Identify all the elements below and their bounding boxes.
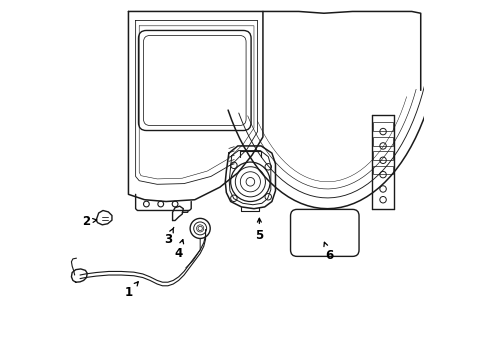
Bar <box>373 137 393 145</box>
Text: 4: 4 <box>174 240 184 260</box>
Text: 1: 1 <box>124 282 138 300</box>
Text: 3: 3 <box>164 228 174 246</box>
Text: 2: 2 <box>82 215 97 228</box>
Text: 6: 6 <box>324 242 333 262</box>
Bar <box>373 122 393 131</box>
Bar <box>373 151 393 160</box>
Text: 5: 5 <box>255 218 264 242</box>
Bar <box>373 166 393 174</box>
